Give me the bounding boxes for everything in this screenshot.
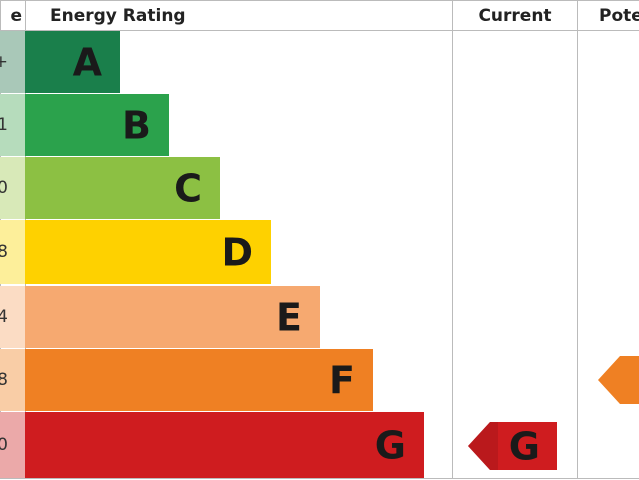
rating-bar [25,94,169,156]
current-header: Current [478,6,551,26]
score-label: 1-20 [0,435,8,455]
rating-bar [25,349,373,411]
score-label: 81-91 [0,115,8,135]
current-rating: G [509,425,540,469]
score-cell [0,94,25,156]
rating-bar [25,412,424,478]
score-label: 21-38 [0,370,8,390]
rating-bar [25,157,220,219]
band-letter: E [276,296,302,340]
current-arrow-shade [468,422,498,470]
score-cell [0,412,25,478]
score-cell [0,220,25,284]
score-column: 92+ 81-91 69-80 55-68 39-54 21-38 1-20 [0,31,25,478]
band-letter: G [375,424,406,468]
band-letter: B [122,104,151,148]
score-label: 55-68 [0,242,8,262]
potential-header: Pote [599,6,639,26]
rating-bar [25,31,120,93]
score-cell [0,286,25,348]
band-letter: A [73,41,103,85]
rating-bar [25,286,320,348]
rating-header: Energy Rating [50,6,186,26]
band-letter: C [174,167,202,211]
score-cell [0,349,25,411]
score-cell [0,157,25,219]
score-cell [0,31,25,93]
score-label: 39-54 [0,307,8,327]
score-header: e [10,6,22,26]
band-letter: F [329,359,355,403]
score-label: 92+ [0,52,8,72]
band-letter: D [221,231,253,275]
potential-arrow [598,356,639,404]
rating-bar [25,220,271,284]
score-label: 69-80 [0,178,8,198]
